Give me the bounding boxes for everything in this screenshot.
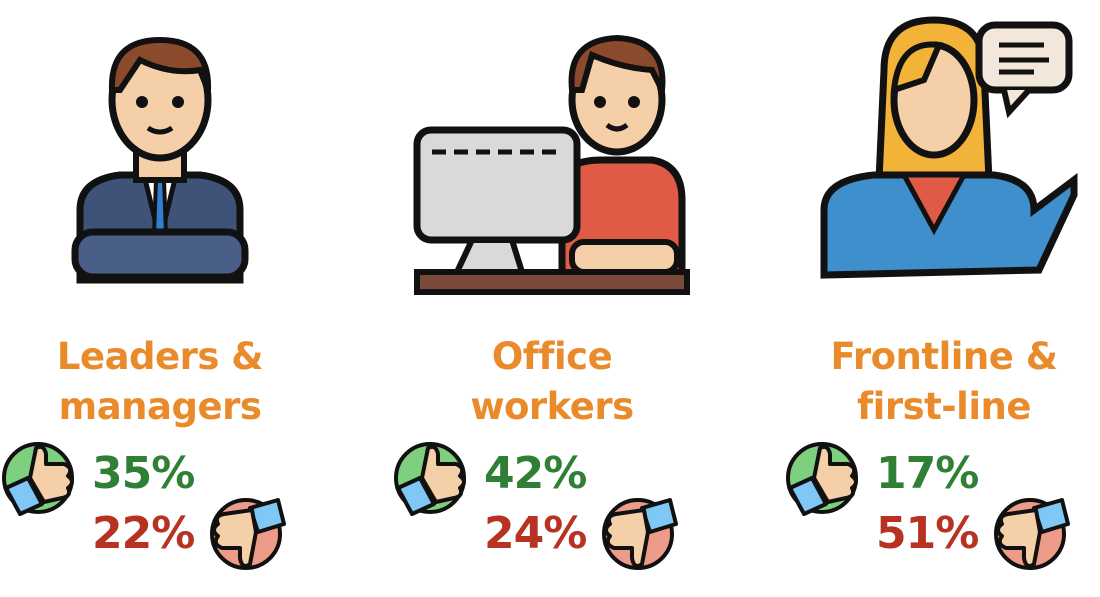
office-worker-computer-icon bbox=[413, 34, 690, 295]
group-office-workers: Office workers 42% 24% bbox=[372, 0, 732, 597]
positive-percentage: 42% bbox=[484, 448, 587, 499]
group-leaders-managers: Leaders & managers 35% 22% bbox=[0, 0, 340, 597]
group-title: Frontline & first-line bbox=[764, 332, 1100, 432]
thumbs-down-icon bbox=[994, 498, 1070, 570]
title-line-2: workers bbox=[470, 385, 634, 428]
negative-percentage: 51% bbox=[876, 508, 979, 559]
group-title: Leaders & managers bbox=[0, 332, 340, 432]
negative-percentage: 22% bbox=[92, 508, 195, 559]
thumbs-down-icon bbox=[210, 498, 286, 570]
negative-percentage: 24% bbox=[484, 508, 587, 559]
positive-percentage: 17% bbox=[876, 448, 979, 499]
thumbs-up-icon bbox=[394, 442, 466, 516]
positive-percentage: 35% bbox=[92, 448, 195, 499]
businessman-arms-crossed-icon bbox=[71, 36, 249, 284]
title-line-1: Frontline & bbox=[830, 335, 1058, 378]
title-line-1: Leaders & bbox=[56, 335, 264, 378]
thumbs-down-icon bbox=[602, 498, 678, 570]
title-line-2: managers bbox=[58, 385, 262, 428]
woman-speech-bubble-icon bbox=[820, 16, 1078, 279]
thumbs-up-icon bbox=[2, 442, 74, 516]
group-title: Office workers bbox=[372, 332, 732, 432]
title-line-1: Office bbox=[491, 335, 613, 378]
group-frontline-first-line: Frontline & first-line 17% 51% bbox=[764, 0, 1100, 597]
thumbs-up-icon bbox=[786, 442, 858, 516]
title-line-2: first-line bbox=[857, 385, 1031, 428]
